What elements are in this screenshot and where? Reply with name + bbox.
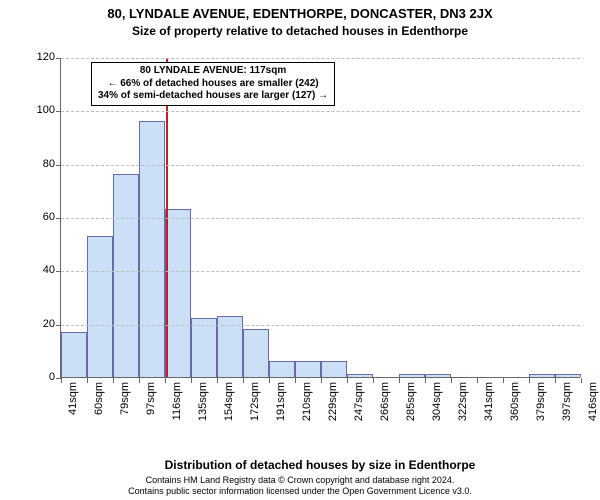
histogram-bar (425, 374, 451, 377)
x-tick-label: 322sqm (457, 382, 469, 432)
x-tick-mark (295, 378, 296, 383)
gridline (61, 218, 580, 219)
annotation-line3: 34% of semi-detached houses are larger (… (98, 90, 328, 103)
x-tick-mark (61, 378, 62, 383)
x-tick-mark (87, 378, 88, 383)
x-tick-label: 247sqm (353, 382, 365, 432)
histogram-bar (165, 209, 191, 377)
x-tick-mark (321, 378, 322, 383)
x-tick-mark (451, 378, 452, 383)
x-tick-label: 285sqm (405, 382, 417, 432)
x-tick-label: 191sqm (275, 382, 287, 432)
x-tick-label: 341sqm (483, 382, 495, 432)
histogram-bar (555, 374, 581, 377)
gridline (61, 165, 580, 166)
chart-title: 80, LYNDALE AVENUE, EDENTHORPE, DONCASTE… (0, 0, 600, 22)
footer: Contains HM Land Registry data © Crown c… (0, 475, 600, 496)
x-tick-mark (477, 378, 478, 383)
x-tick-mark (139, 378, 140, 383)
x-tick-label: 416sqm (587, 382, 599, 432)
histogram-bar (113, 174, 139, 377)
y-tick-mark (56, 271, 61, 272)
annotation-box: 80 LYNDALE AVENUE: 117sqm ← 66% of detac… (91, 62, 335, 106)
y-axis-title: Number of detached properties (4, 0, 18, 58)
x-tick-label: 397sqm (561, 382, 573, 432)
y-tick-mark (56, 218, 61, 219)
y-tick-label: 120 (25, 51, 55, 63)
histogram-bar (61, 332, 87, 377)
histogram-bar (243, 329, 269, 377)
x-tick-mark (243, 378, 244, 383)
histogram-bar (399, 374, 425, 377)
x-tick-mark (425, 378, 426, 383)
annotation-line1: 80 LYNDALE AVENUE: 117sqm (98, 65, 328, 78)
histogram-bar (269, 361, 295, 377)
x-tick-label: 379sqm (535, 382, 547, 432)
footer-line1: Contains HM Land Registry data © Crown c… (0, 475, 600, 485)
x-tick-label: 135sqm (197, 382, 209, 432)
x-tick-mark (581, 378, 582, 383)
x-tick-mark (217, 378, 218, 383)
x-tick-label: 229sqm (327, 382, 339, 432)
y-tick-label: 40 (25, 264, 55, 276)
x-tick-label: 360sqm (509, 382, 521, 432)
annotation-line2: ← 66% of detached houses are smaller (24… (98, 78, 328, 91)
y-tick-mark (56, 58, 61, 59)
x-tick-mark (555, 378, 556, 383)
x-tick-label: 210sqm (301, 382, 313, 432)
x-tick-mark (503, 378, 504, 383)
histogram-bar (139, 121, 165, 377)
histogram-bar (529, 374, 555, 377)
y-tick-label: 100 (25, 104, 55, 116)
x-tick-label: 60sqm (93, 382, 105, 432)
x-tick-label: 116sqm (171, 382, 183, 432)
gridline (61, 58, 580, 59)
histogram-bar (295, 361, 321, 377)
histogram-bar (347, 374, 373, 377)
x-tick-mark (165, 378, 166, 383)
histogram-bar (191, 318, 217, 377)
x-tick-label: 304sqm (431, 382, 443, 432)
y-tick-label: 0 (25, 371, 55, 383)
y-tick-mark (56, 165, 61, 166)
gridline (61, 111, 580, 112)
x-tick-mark (373, 378, 374, 383)
x-tick-mark (529, 378, 530, 383)
chart-container: 80, LYNDALE AVENUE, EDENTHORPE, DONCASTE… (0, 0, 600, 500)
x-axis-title: Distribution of detached houses by size … (60, 458, 580, 472)
y-tick-mark (56, 111, 61, 112)
x-tick-label: 154sqm (223, 382, 235, 432)
x-tick-label: 79sqm (119, 382, 131, 432)
x-tick-mark (399, 378, 400, 383)
x-tick-label: 266sqm (379, 382, 391, 432)
x-tick-label: 41sqm (67, 382, 79, 432)
y-tick-label: 20 (25, 318, 55, 330)
histogram-bar (321, 361, 347, 377)
plot-area: 80 LYNDALE AVENUE: 117sqm ← 66% of detac… (60, 58, 580, 378)
gridline (61, 325, 580, 326)
y-tick-mark (56, 325, 61, 326)
x-tick-mark (347, 378, 348, 383)
footer-line2: Contains public sector information licen… (0, 486, 600, 496)
y-tick-label: 80 (25, 158, 55, 170)
x-tick-label: 172sqm (249, 382, 261, 432)
y-tick-label: 60 (25, 211, 55, 223)
histogram-bar (87, 236, 113, 377)
x-tick-mark (191, 378, 192, 383)
x-tick-mark (113, 378, 114, 383)
x-tick-label: 97sqm (145, 382, 157, 432)
gridline (61, 271, 580, 272)
chart-subtitle: Size of property relative to detached ho… (0, 22, 600, 38)
x-tick-mark (269, 378, 270, 383)
chart-area: 80 LYNDALE AVENUE: 117sqm ← 66% of detac… (60, 58, 580, 428)
